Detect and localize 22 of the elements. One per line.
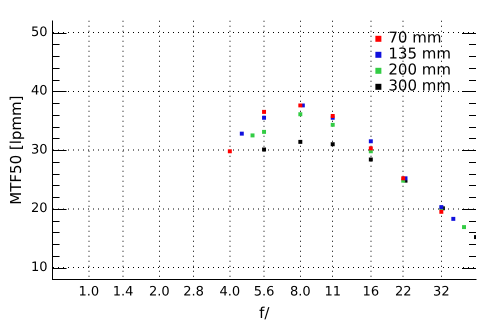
y-tick-label: 20 — [30, 201, 48, 216]
y-tick-label: 30 — [30, 142, 48, 158]
x-tick-label: 1.0 — [78, 284, 100, 300]
legend-label: 300 mm — [388, 76, 452, 95]
x-tick-label: 2.0 — [148, 284, 170, 300]
x-tick-label: 1.4 — [112, 284, 134, 300]
x-tick-label: 4.0 — [219, 284, 240, 300]
legend-label: 135 mm — [388, 44, 452, 63]
x-tick-label: 22 — [394, 284, 412, 300]
x-tick-label: 32 — [433, 284, 450, 300]
legend-label: 200 mm — [388, 60, 452, 79]
x-tick-label: 8.0 — [290, 284, 311, 300]
x-tick-label: 16 — [362, 284, 380, 300]
legend-label: 70 mm — [388, 28, 442, 47]
x-tick-label: 5.6 — [254, 284, 274, 300]
y-tick-label: 50 — [30, 24, 48, 40]
y-tick-label: 10 — [30, 260, 48, 276]
x-axis-title: f/ — [259, 304, 270, 322]
y-tick-label: 40 — [30, 84, 48, 99]
x-tick-label: 2.8 — [183, 284, 204, 300]
y-axis-title: MTF50 [lpmm] — [6, 95, 25, 205]
x-tick-label: 11 — [324, 284, 341, 300]
